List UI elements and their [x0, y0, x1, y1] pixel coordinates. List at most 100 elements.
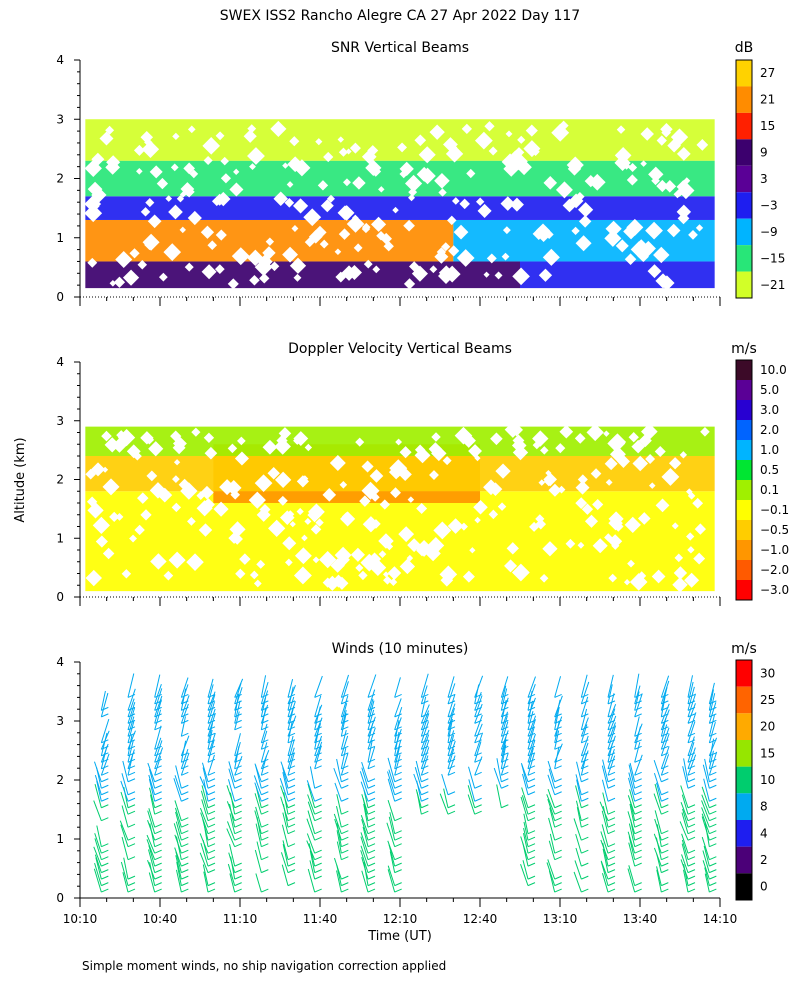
- wind-barb: [146, 834, 156, 854]
- wind-barb-flag: [207, 693, 216, 698]
- wind-barb: [496, 784, 502, 808]
- wind-barb: [388, 769, 396, 789]
- wind-barb-flag: [474, 771, 482, 776]
- missing-data-cell: [353, 243, 363, 253]
- wind-barb: [127, 721, 135, 743]
- wind-barb: [100, 719, 110, 743]
- missing-data-cell: [382, 571, 389, 578]
- wind-barb-flag: [341, 693, 349, 698]
- wind-barb: [413, 773, 422, 795]
- wind-barb-flag: [421, 745, 429, 750]
- wind-barb-flag: [154, 830, 162, 835]
- wind-barb: [361, 767, 369, 789]
- missing-data-cell: [405, 174, 423, 193]
- wind-barb-flag: [234, 882, 242, 887]
- wind-barb: [340, 748, 347, 769]
- wind-barb-flag: [661, 706, 669, 711]
- wind-barb: [360, 815, 369, 834]
- wind-barb: [656, 866, 662, 886]
- wind-barb-flag: [154, 791, 162, 796]
- wind-barb-flag: [314, 784, 322, 789]
- missing-data-cell: [443, 137, 458, 152]
- wind-barb-flag: [101, 817, 109, 822]
- colorbar-swatch: [736, 846, 752, 874]
- missing-data-cell: [581, 503, 594, 515]
- wind-barb-flag: [394, 778, 402, 783]
- missing-data-cell: [676, 204, 692, 220]
- wind-barb-flag: [181, 869, 189, 874]
- missing-data-cell: [683, 177, 691, 185]
- wind-barb: [154, 699, 162, 724]
- wind-barb-flag: [154, 882, 162, 887]
- wind-barb: [279, 778, 289, 802]
- wind-barb: [180, 716, 186, 737]
- wind-barb-flag: [287, 856, 296, 861]
- wind-barb-flag: [207, 778, 216, 783]
- missing-data-cell: [109, 511, 120, 522]
- wind-barb-flag: [634, 797, 642, 802]
- wind-barb: [282, 840, 289, 860]
- wind-barb: [207, 712, 216, 737]
- missing-data-cell: [189, 169, 199, 179]
- missing-data-cell: [269, 261, 280, 272]
- wind-barb: [121, 836, 129, 860]
- wind-barb: [687, 747, 696, 769]
- wind-barb-flag: [421, 791, 429, 796]
- wind-barb-flag: [127, 732, 136, 737]
- wind-barb-flag: [634, 693, 642, 698]
- wind-barb: [226, 828, 236, 847]
- wind-barb: [634, 716, 640, 737]
- missing-data-cell: [84, 204, 103, 223]
- missing-data-cell: [267, 467, 280, 480]
- wind-barb: [660, 680, 670, 705]
- wind-barb-flag: [234, 804, 242, 809]
- wind-barb-flag: [447, 719, 456, 724]
- x-tick-label: 13:10: [543, 912, 578, 926]
- wind-barb-flag: [687, 823, 696, 828]
- wind-barb: [201, 785, 209, 808]
- wind-barb-flag: [287, 693, 296, 698]
- colorbar-swatch: [736, 245, 752, 272]
- missing-data-cell: [274, 438, 291, 455]
- wind-barb-flag: [261, 869, 269, 874]
- missing-data-cell: [312, 556, 320, 564]
- wind-barb: [287, 679, 294, 698]
- wind-barb-flag: [687, 713, 696, 718]
- wind-barb: [386, 822, 396, 847]
- wind-barb-flag: [474, 752, 482, 757]
- missing-data-cell: [378, 186, 385, 193]
- wind-barb: [150, 794, 156, 815]
- missing-data-cell: [592, 498, 604, 511]
- wind-barb-flag: [581, 732, 589, 737]
- wind-barb: [523, 813, 529, 834]
- wind-barb-flag: [261, 823, 269, 828]
- colorbar-swatch: [736, 560, 752, 580]
- wind-barb: [387, 865, 396, 886]
- wind-barb: [414, 767, 422, 789]
- wind-barb-flag: [634, 758, 642, 763]
- wind-barb: [254, 793, 262, 815]
- missing-data-cell: [611, 541, 620, 550]
- missing-data-cell: [640, 160, 647, 167]
- wind-barb-flag: [447, 752, 456, 757]
- wind-barb-flag: [287, 882, 296, 887]
- missing-data-cell: [144, 435, 155, 445]
- wind-barb-flag: [127, 888, 136, 893]
- missing-data-cell: [399, 169, 408, 179]
- wind-barb: [93, 761, 102, 782]
- wind-barb-flag: [127, 706, 136, 711]
- missing-data-cell: [313, 225, 327, 240]
- missing-data-cell: [270, 120, 287, 137]
- time-axis-tick-labels: 10:10 10:40 11:10 11:40 12:10 12:40 13:10 13:40…: [63, 912, 738, 926]
- wind-barb-flag: [341, 875, 349, 880]
- wind-barb-flag: [687, 836, 696, 841]
- wind-barb-flag: [367, 862, 376, 867]
- wind-barb: [701, 800, 710, 821]
- missing-data-cell: [157, 487, 173, 503]
- wind-barb-flag: [181, 784, 189, 789]
- wind-barb: [548, 768, 556, 789]
- wind-barb-flag: [421, 693, 429, 698]
- wind-barb-flag: [554, 739, 562, 744]
- wind-barb-flag: [394, 856, 402, 861]
- wind-barb: [500, 744, 507, 769]
